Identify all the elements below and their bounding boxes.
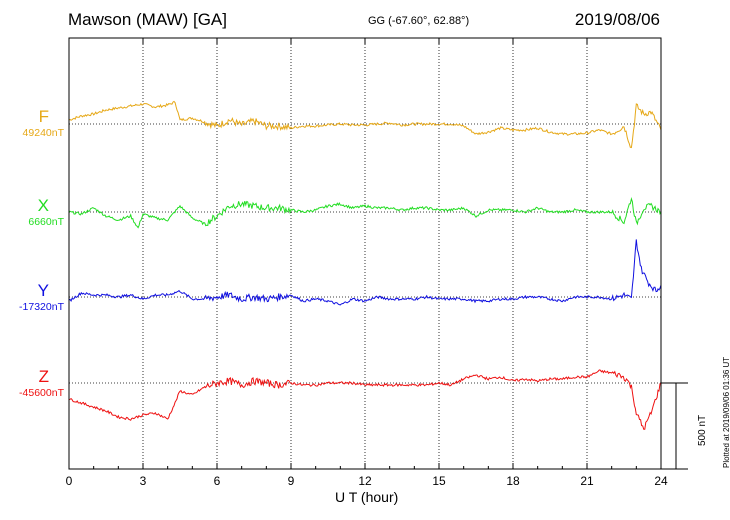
x-tick-label: 9 (287, 474, 295, 488)
station-title: Mawson (MAW) [GA] (68, 10, 227, 29)
series-name-z: Z (38, 367, 49, 386)
series-line-x (68, 197, 662, 229)
trace-group (68, 100, 662, 430)
baseline-value-y: -17320nT (19, 301, 64, 313)
chart-grid (142, 38, 588, 469)
x-tick-label: 15 (432, 474, 446, 488)
baseline-value-f: 49240nT (22, 127, 64, 139)
x-tick-label: 0 (65, 474, 73, 488)
x-ticks (68, 38, 662, 469)
series-name-y: Y (37, 281, 49, 300)
component-label-y: Y -17320nT (0, 281, 64, 313)
plot-date: 2019/08/06 (574, 10, 660, 29)
series-line-y (68, 239, 662, 306)
component-label-x: X 6660nT (0, 196, 64, 228)
station-coords: GG (-67.60°, 62.88°) (368, 15, 470, 27)
x-tick-label: 3 (139, 474, 147, 488)
component-label-z: Z -45600nT (0, 367, 64, 399)
x-tick-label: 6 (213, 474, 221, 488)
component-label-f: F 49240nT (0, 107, 64, 139)
scale-bar (661, 382, 688, 470)
series-name-x: X (37, 196, 49, 215)
scale-bar-label: 500 nT (697, 414, 708, 446)
baseline-value-x: 6660nT (28, 216, 64, 228)
x-tick-label: 18 (506, 474, 520, 488)
plotted-timestamp: Plotted at 2019/09/06 01:36 UT (722, 356, 730, 468)
series-line-z (68, 369, 662, 430)
x-tick-label: 21 (580, 474, 594, 488)
series-line-f (68, 100, 662, 149)
baseline-value-z: -45600nT (19, 387, 64, 399)
x-tick-label: 24 (654, 474, 668, 488)
x-tick-label: 12 (358, 474, 372, 488)
x-axis-label: U T (hour) (335, 489, 399, 505)
series-name-f: F (38, 107, 49, 126)
